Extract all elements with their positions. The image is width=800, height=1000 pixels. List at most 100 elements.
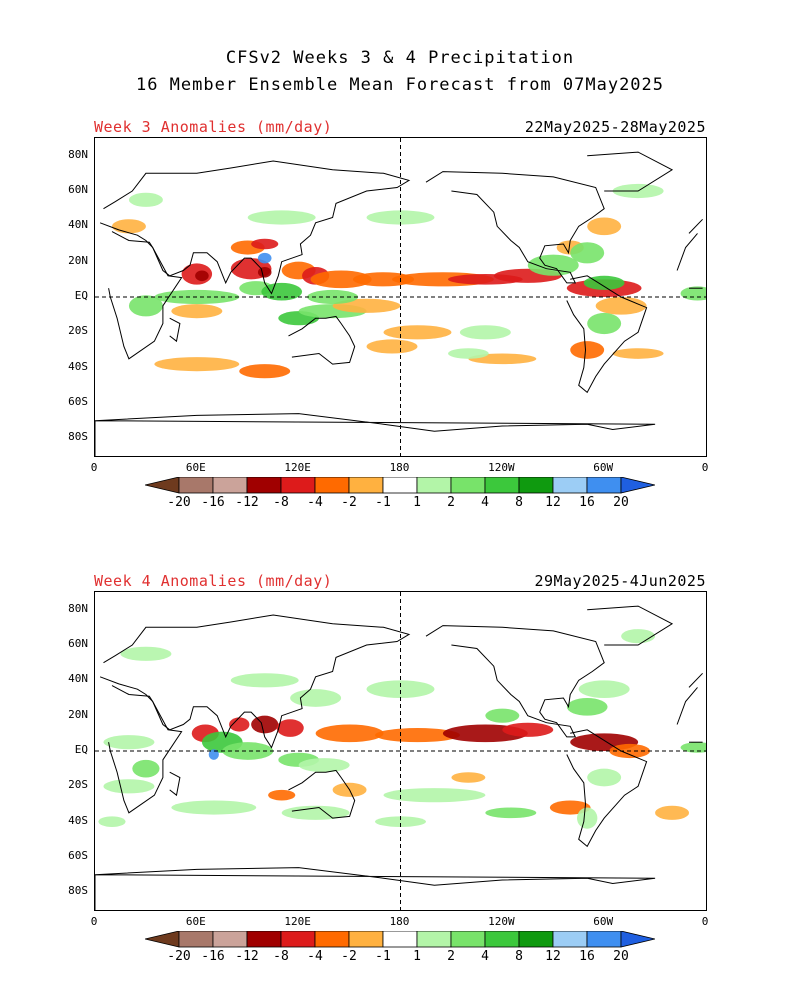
lat-tick-label: 40N	[68, 672, 88, 686]
anomaly-region	[655, 805, 690, 820]
lat-tick-label: 60N	[68, 637, 88, 650]
anomaly-region	[281, 805, 350, 820]
anomaly-region	[680, 742, 706, 753]
colorbar-label: 2	[447, 949, 455, 964]
colorbar-label: -8	[273, 949, 289, 964]
coastline	[587, 151, 674, 192]
anomaly-region	[229, 717, 250, 732]
anomaly-region	[577, 807, 598, 829]
lat-tick-label: 80N	[68, 601, 88, 615]
anomaly-region	[612, 348, 664, 359]
anomaly-region	[257, 266, 272, 278]
colorbar-swatch	[212, 477, 248, 494]
colorbar-label: 1	[413, 495, 421, 510]
anomaly-region	[222, 742, 274, 760]
anomaly-region	[290, 689, 342, 707]
colorbar-swatch	[450, 477, 486, 494]
anomaly-region	[315, 724, 384, 743]
coastline	[676, 233, 698, 271]
panel2-date-range: 29May2025-4Jun2025	[534, 572, 706, 590]
colorbar-label: -12	[235, 495, 259, 510]
anomaly-region	[310, 270, 372, 289]
lat-tick-label: 40N	[68, 218, 88, 232]
anomaly-region	[128, 295, 163, 317]
anomaly-region	[298, 758, 350, 773]
coastline	[566, 275, 648, 394]
colorbar-swatch	[382, 931, 418, 948]
lat-tick-label: 20N	[68, 707, 88, 721]
lon-tick-label: 120E	[284, 461, 311, 474]
chart-subtitle: 16 Member Ensemble Mean Forecast from 07…	[135, 75, 665, 95]
colorbar-swatch	[145, 477, 180, 494]
anomaly-region	[239, 364, 291, 379]
lon-tick-label: 60W	[593, 915, 614, 928]
anomaly-region	[261, 282, 303, 301]
lon-tick-label: 120W	[488, 915, 515, 928]
colorbar-swatch	[348, 477, 384, 494]
lat-tick-label: 40S	[68, 813, 88, 827]
coastline	[425, 625, 605, 738]
anomaly-region	[332, 298, 401, 313]
colorbar-swatch	[620, 931, 655, 948]
coastline	[169, 317, 181, 343]
colorbar-label: 20	[613, 949, 629, 964]
anomaly-region	[502, 722, 554, 737]
lon-tick-label: 180	[389, 461, 410, 474]
colorbar-swatch	[246, 477, 282, 494]
lon-tick-label: 0	[701, 461, 709, 474]
coastline	[566, 729, 648, 848]
colorbar-label: -4	[307, 495, 323, 510]
anomaly-region	[366, 339, 418, 354]
anomaly-region	[352, 272, 415, 287]
chart-title: CFSv2 Weeks 3 & 4 Precipitation	[225, 48, 575, 68]
anomaly-region	[257, 252, 272, 264]
coastline	[95, 413, 656, 456]
lat-tick-label: 80S	[68, 430, 88, 444]
colorbar-label: 16	[579, 495, 595, 510]
anomaly-region	[247, 210, 316, 225]
anomaly-region	[570, 341, 605, 359]
colorbar-swatch	[518, 931, 554, 948]
colorbar-label: 20	[613, 495, 629, 510]
anomaly-region	[154, 357, 240, 372]
colorbar-swatch	[416, 477, 452, 494]
colorbar-label: -12	[235, 949, 259, 964]
colorbar-label: -16	[201, 949, 225, 964]
anomaly-region	[132, 759, 160, 778]
anomaly-region	[251, 715, 279, 734]
coastline	[288, 769, 356, 819]
colorbar-swatch	[416, 931, 452, 948]
colorbar-swatch	[145, 931, 180, 948]
anomaly-region	[171, 800, 257, 815]
anomaly-region	[366, 680, 435, 698]
colorbar-label: 1	[413, 949, 421, 964]
anomaly-region	[587, 768, 622, 787]
colorbar-swatch	[484, 477, 520, 494]
anomaly-region	[485, 807, 537, 819]
anomaly-region	[268, 789, 296, 801]
lon-tick-label: 0	[90, 461, 98, 474]
anomaly-region	[307, 289, 359, 305]
anomaly-region	[527, 254, 579, 276]
colorbar-swatch	[348, 931, 384, 948]
lat-tick-label: 20S	[68, 324, 88, 338]
colorbar-label: 8	[515, 495, 523, 510]
anomaly-region	[566, 698, 608, 716]
colorbar-swatch	[314, 477, 350, 494]
colorbar-swatch	[178, 477, 214, 494]
lat-tick-label: 80S	[68, 884, 88, 898]
lat-tick-label: 60N	[68, 183, 88, 196]
anomaly-region	[578, 680, 630, 698]
colorbar-label: 8	[515, 949, 523, 964]
anomaly-region	[587, 217, 622, 236]
lat-tick-label: EQ	[74, 743, 88, 756]
colorbar-label: 12	[545, 495, 561, 510]
colorbar-swatch	[518, 477, 554, 494]
coastline	[676, 687, 698, 725]
colorbar-swatch	[178, 931, 214, 948]
lat-tick-label: 80N	[68, 147, 88, 161]
colorbar-label: -8	[273, 495, 289, 510]
coastline	[587, 605, 674, 646]
colorbar-swatch	[450, 931, 486, 948]
panel2-label: Week 4 Anomalies (mm/day)	[94, 572, 333, 590]
